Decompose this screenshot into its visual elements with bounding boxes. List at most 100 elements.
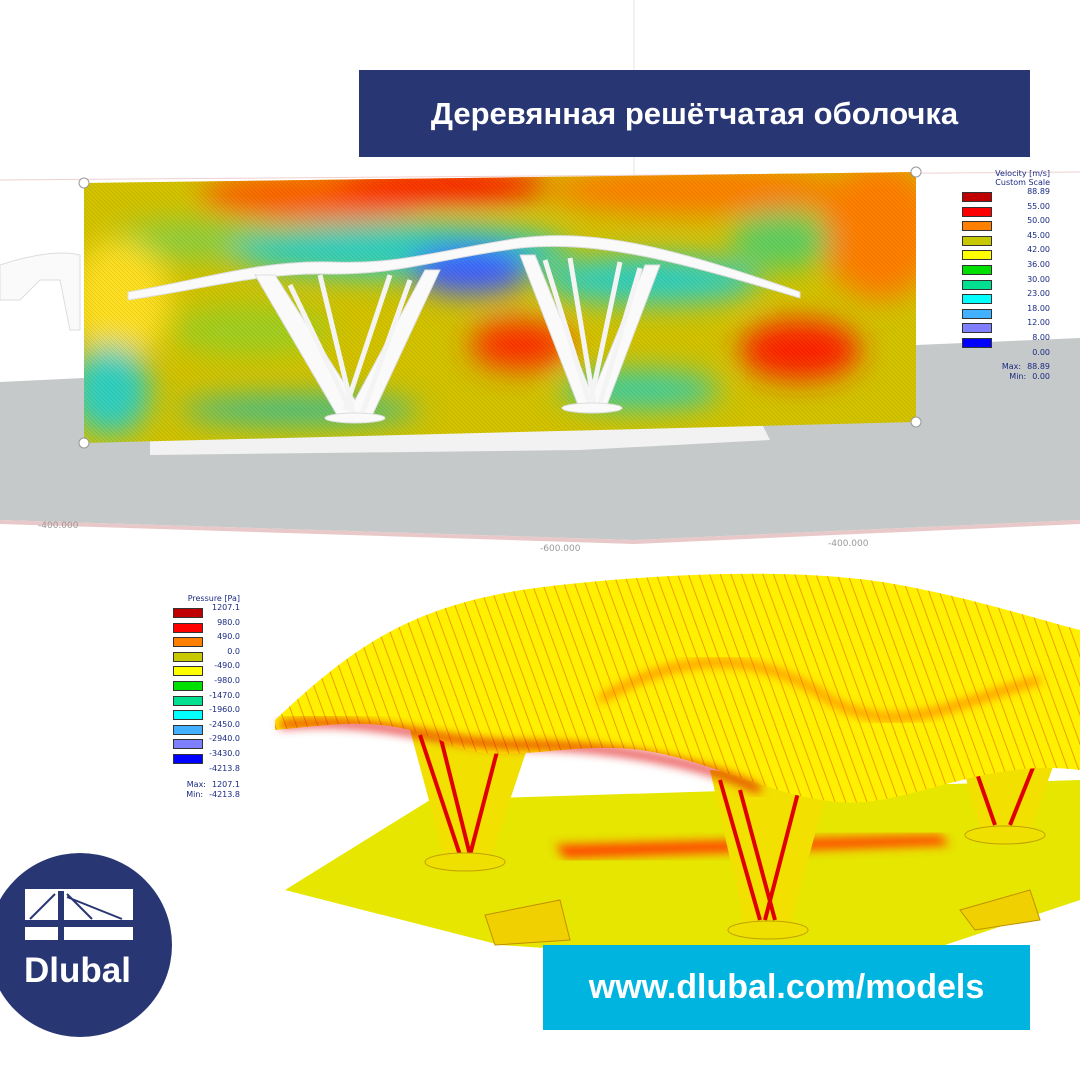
legend-swatch [962,221,992,232]
legend-value: -2450.0 [209,719,240,729]
legend-row: -1960.0 [173,705,240,721]
legend-value: 36.00 [1027,259,1050,269]
legend-value: -1960.0 [209,705,240,715]
legend-swatch [962,206,992,217]
legend-value: 88.89 [1027,187,1050,196]
timber-gridshell-structure [0,235,801,424]
legend-value: -1470.0 [209,690,240,700]
stairs [959,889,1041,931]
max-label: Max: [186,780,206,790]
gridshell-roof [275,573,1080,803]
legend-row: 0.00 [962,348,1050,363]
legend-value: 42.00 [1027,245,1050,255]
legend-row: 36.00 [962,260,1050,275]
legend-swatch [173,695,203,706]
pressure-legend: Pressure [Pa] 1207.1 980.0 490.0 0.0 -490.0 -… [173,594,240,800]
legend-row: -980.0 [173,676,240,691]
legend-row: 1207.1 [173,603,240,618]
base-slab [285,780,1080,960]
legend-row: -3430.0 [173,749,240,764]
legend-value: -4213.8 [209,763,240,773]
max-label: Max: [1001,362,1022,372]
legend-row: 490.0 [173,632,240,648]
legend-value: 0.0 [227,646,240,656]
min-label: Min: [186,790,204,800]
resize-handle[interactable] [910,416,922,428]
legend-row: 12.00 [962,318,1050,334]
legend-row: 980.0 [173,618,240,633]
title-banner: Деревянная решётчатая оболочка [359,70,1030,157]
legend-value: 18.00 [1027,303,1050,313]
legend-row: -2450.0 [173,720,240,735]
legend-title: Pressure [Pa] [187,594,240,603]
resize-handle[interactable] [78,177,90,189]
resize-handle[interactable] [910,166,922,178]
legend-value: 8.00 [1032,332,1050,342]
resize-handle[interactable] [78,437,90,449]
velocity-cfd-view [0,0,1080,544]
legend-row: -2940.0 [173,734,240,750]
legend-row: -4213.8 [173,764,240,779]
legend-swatch [173,680,203,691]
legend-swatch [962,323,992,334]
legend-row: -490.0 [173,661,240,677]
legend-swatch [962,308,992,319]
legend-swatch [173,637,203,648]
legend-swatch [173,666,203,677]
legend-value: 1207.1 [212,603,240,612]
legend-row: 42.00 [962,245,1050,261]
legend-swatch [173,651,203,662]
velocity-legend: Velocity [m/s] Custom Scale 88.89 55.00 50… [962,169,1050,382]
legend-swatch [173,710,203,721]
legend-row: 23.00 [962,289,1050,305]
legend-value: 45.00 [1027,230,1050,240]
legend-row: -1470.0 [173,691,240,706]
legend-value: -3430.0 [209,748,240,758]
legend-value: 23.00 [1027,289,1050,299]
legend-swatch [173,753,203,764]
legend-value: 55.00 [1027,201,1050,211]
url-banner[interactable]: www.dlubal.com/models [543,945,1030,1030]
url-link[interactable]: www.dlubal.com/models [588,968,985,1006]
legend-swatch [962,294,992,305]
legend-value: 0.00 [1032,347,1050,357]
axis-label: -400.000 [828,539,869,549]
panel-handles[interactable] [78,166,922,449]
dlubal-logo[interactable]: Dlubal [0,853,172,1037]
slab-edge [555,835,950,858]
legend-row: 55.00 [962,202,1050,217]
legend-swatch [173,739,203,750]
min-value: -4213.8 [209,790,240,800]
legend-title: Velocity [m/s] [995,169,1050,178]
legend-value: -2940.0 [209,734,240,744]
legend-value: -980.0 [214,675,240,685]
legend-value: 490.0 [217,632,240,642]
legend-swatch [962,264,992,275]
bridge-icon [25,889,133,941]
min-label: Min: [1009,372,1027,382]
legend-row: 88.89 [962,187,1050,202]
legend-row: 0.0 [173,647,240,662]
legend-row: 45.00 [962,231,1050,246]
legend-swatch [173,608,203,618]
legend-value: 30.00 [1027,274,1050,284]
legend-swatch [962,279,992,290]
columns [410,720,1070,940]
legend-swatch [962,250,992,261]
velocity-contour-panel [84,172,916,443]
legend-row: 18.00 [962,304,1050,319]
legend-swatch [962,192,992,202]
legend-subtitle: Custom Scale [995,178,1050,187]
axis-label: -400.000 [38,521,79,531]
logo-text: Dlubal [24,951,131,990]
legend-swatch [962,235,992,246]
legend-row: 50.00 [962,216,1050,232]
ground-edge [0,520,1080,544]
legend-row: 8.00 [962,333,1050,348]
legend-row: 30.00 [962,275,1050,290]
legend-value: 980.0 [217,617,240,627]
legend-swatch [962,337,992,348]
max-value: 88.89 [1027,362,1050,372]
legend-value: 50.00 [1027,216,1050,226]
axis-label: -600.000 [540,544,581,554]
